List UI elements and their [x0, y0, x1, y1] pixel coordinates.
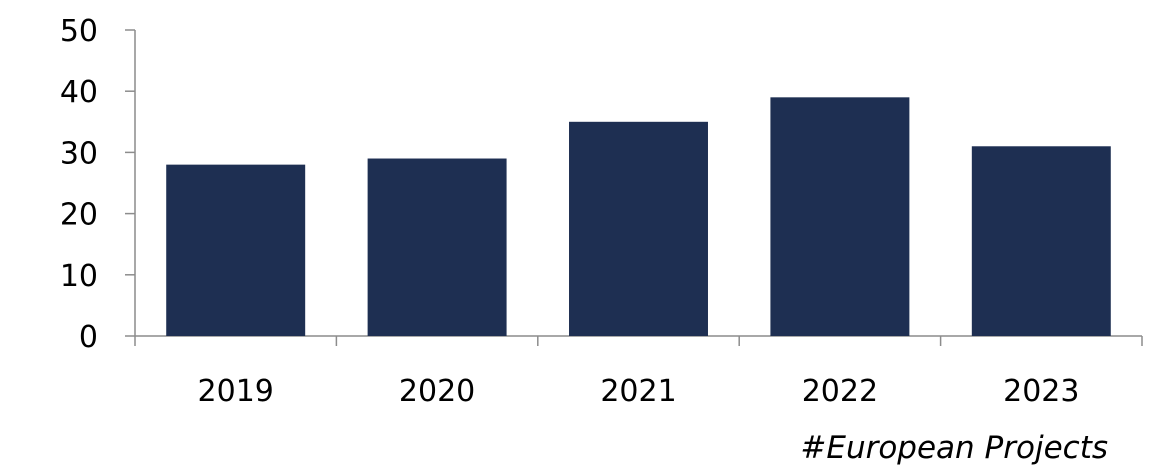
y-tick-label: 0: [79, 320, 98, 355]
bars: [166, 97, 1111, 336]
bar-2023: [971, 146, 1111, 336]
y-tick-label: 10: [60, 259, 98, 294]
x-tick-label: 2023: [1003, 374, 1079, 409]
x-axis-label: #European Projects: [800, 430, 1108, 466]
x-axis: 2019 2020 2021 2022 2023: [134, 335, 1143, 409]
bar-2020: [367, 158, 507, 336]
bar-2019: [166, 164, 306, 336]
y-tick-label: 20: [60, 198, 98, 233]
y-tick-label: 40: [60, 75, 98, 110]
x-tick-label: 2022: [802, 374, 878, 409]
x-tick-label: 2021: [600, 374, 676, 409]
y-tick-label: 30: [60, 136, 98, 171]
x-tick-label: 2019: [198, 374, 274, 409]
y-tick-label: 50: [60, 14, 98, 49]
bar-2021: [569, 121, 708, 336]
y-axis: 0 10 20 30 40 50: [60, 14, 136, 355]
bar-2022: [770, 97, 910, 336]
x-tick-label: 2020: [399, 374, 475, 409]
